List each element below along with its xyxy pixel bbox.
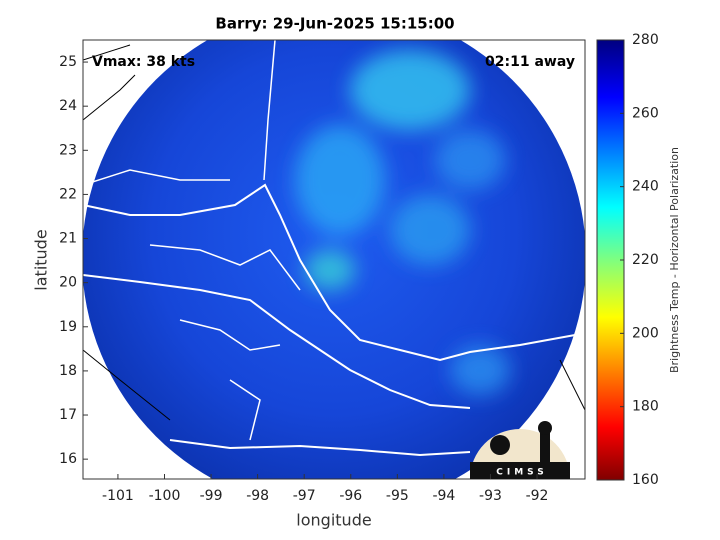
y-tick-label: 22 — [59, 186, 77, 202]
y-tick-label: 16 — [59, 451, 77, 467]
colorbar-tick-label: 280 — [632, 32, 659, 48]
imagery — [83, 40, 585, 479]
y-tick-label: 18 — [59, 363, 77, 379]
y-tick-label: 25 — [59, 54, 77, 70]
y-tick-label: 20 — [59, 275, 77, 291]
x-axis-label: longitude — [296, 511, 371, 530]
chart-title: Barry: 29-Jun-2025 15:15:00 — [215, 15, 454, 33]
x-tick-label: -100 — [149, 488, 181, 504]
y-tick-label: 24 — [59, 98, 77, 114]
y-tick-label: 17 — [59, 407, 77, 423]
logo-text: CIMSS — [496, 468, 547, 478]
x-tick-label: -93 — [479, 488, 502, 504]
x-tick-label: -99 — [200, 488, 223, 504]
x-tick-label: -94 — [432, 488, 455, 504]
x-tick-label: -96 — [339, 488, 362, 504]
colorbar-tick-label: 180 — [632, 399, 659, 415]
colorbar-tick-label: 240 — [632, 179, 659, 195]
colorbar-tick-label: 160 — [632, 472, 659, 488]
annotation: 02:11 away — [485, 54, 575, 70]
annotation: Vmax: 38 kts — [92, 54, 195, 70]
x-tick-label: -98 — [246, 488, 269, 504]
colorbar-tick-label: 200 — [632, 325, 659, 341]
x-tick-label: -101 — [102, 488, 134, 504]
x-tick-label: -92 — [526, 488, 549, 504]
y-tick-label: 21 — [59, 231, 77, 247]
y-tick-label: 23 — [59, 142, 77, 158]
logo: CIMSS — [470, 421, 570, 479]
x-tick-label: -95 — [386, 488, 409, 504]
y-tick-label: 19 — [59, 319, 77, 335]
colorbar — [596, 39, 625, 481]
colorbar-tick-label: 260 — [632, 105, 659, 121]
colorbar-tick-label: 220 — [632, 252, 659, 268]
x-tick-label: -97 — [293, 488, 316, 504]
colorbar-label: Brightness Temp - Horizontal Polarizatio… — [668, 147, 681, 373]
plot-frame — [82, 39, 586, 480]
y-axis-label: latitude — [32, 229, 51, 290]
